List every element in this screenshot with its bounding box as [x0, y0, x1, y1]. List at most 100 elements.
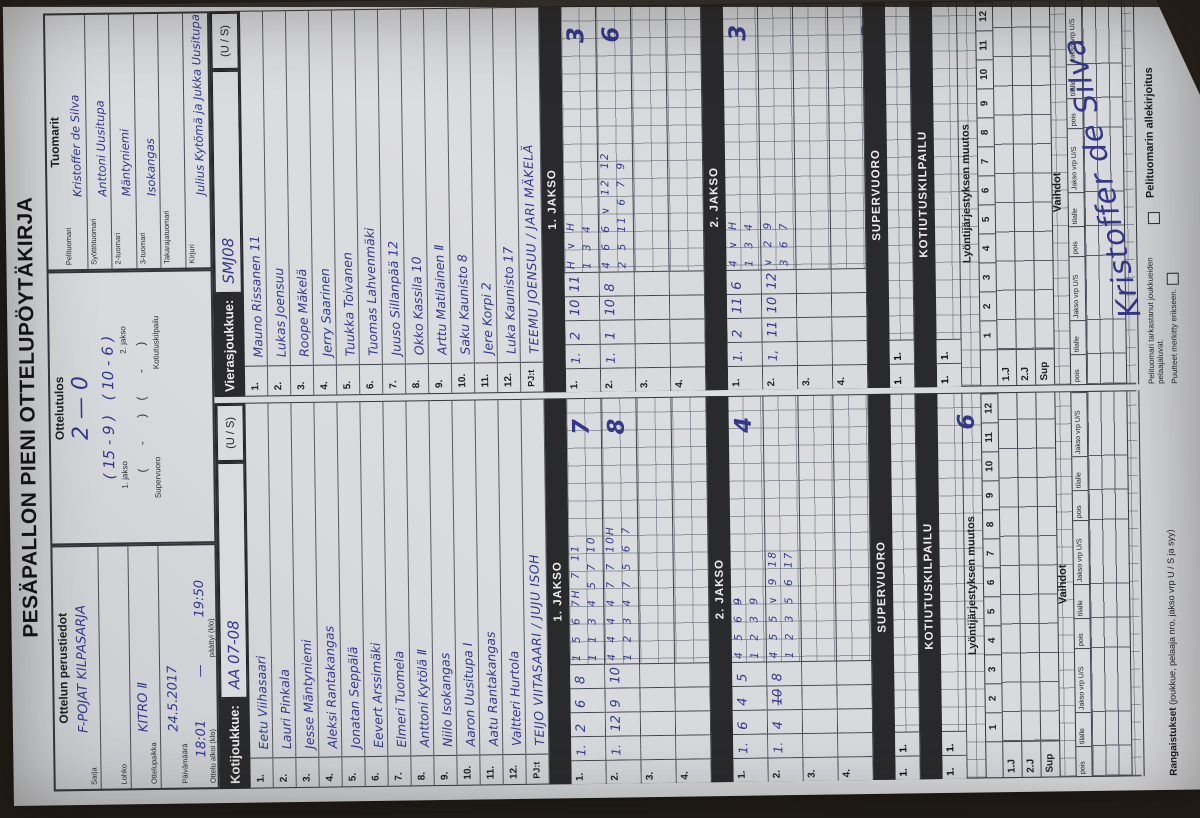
column-number: 7: [977, 146, 995, 176]
lineup-cell: 2: [570, 711, 606, 737]
score-top-line: 4 5 6 9̶: [732, 596, 746, 659]
score-row: 4.: [833, 394, 874, 781]
column-number: 5: [978, 204, 996, 234]
basic-info-row: Ottelupaikka KITRO Ⅱ: [128, 545, 162, 789]
rangaistukset-block: Rangaistukset (joukkue, pelaaja nro, jak…: [1138, 389, 1200, 777]
row-number: 1.: [733, 757, 768, 782]
lineup-cell: 2: [565, 319, 600, 345]
inning-mark: 1.: [889, 339, 914, 364]
row-number: 1.: [889, 363, 915, 388]
lineup-cell: [675, 662, 710, 687]
lineup-cell: 10: [605, 663, 640, 688]
lineup-cell: 1: [600, 319, 635, 344]
lineup-cell: [802, 708, 838, 733]
score-top-line: 4 4 4 4 7 7 10H: [604, 525, 619, 661]
umpire-row: 2-tuomari Mäntyniemi: [108, 14, 138, 269]
column-number: 10: [976, 59, 994, 89]
column-number: 5: [984, 596, 1001, 626]
inning-mark: [635, 342, 670, 368]
score-cells: [799, 453, 836, 661]
lineup-cell: 10: [564, 295, 600, 321]
score-bottom-line: 3 6 7: [777, 221, 791, 267]
jakso-label: Jakso vrp U/S: [1069, 256, 1086, 321]
player-number: 3.: [296, 756, 319, 788]
lineup-cell: 11: [564, 271, 599, 297]
score-row: 3.: [792, 2, 834, 390]
score-cells: [637, 455, 674, 663]
lineup-cell: [802, 660, 837, 685]
lineup-cell: [797, 316, 832, 342]
score-cells: 4 6 6 ∨ 12 12 2 5 11 6 7 9: [597, 63, 634, 271]
home-vaihdot-table: pois tilalle Jakso vrp U/S pois tilalle Jakso…: [1070, 390, 1133, 778]
pois-label: pois: [1069, 226, 1085, 257]
runs-total: 3: [725, 24, 752, 42]
rangaistukset-text: Rangaistukset (joukkue, pelaaja nro, jak…: [1139, 390, 1179, 776]
inning-mark: [832, 340, 867, 365]
row-number: 3.: [803, 756, 838, 781]
player-number: 11.: [474, 362, 498, 393]
column-number: 12: [981, 393, 998, 423]
column-number: 6: [983, 567, 1001, 597]
away-us-box: (U / S): [210, 12, 239, 70]
row-number: 1.: [942, 754, 967, 780]
score-row: 4.: [671, 396, 712, 783]
lineup-cell: 9: [605, 687, 640, 712]
lineup-cell: [802, 684, 837, 709]
field-value: F-POJAT KILPASARJA: [73, 604, 92, 734]
inning-mark: [641, 734, 676, 760]
inning-mark: 1.: [768, 732, 803, 758]
inning-mark: 1.: [565, 343, 600, 369]
column-number: 11: [976, 30, 993, 60]
rangaistukset-detail: (joukkue, pelaaja nro, jakso vrp U / S j…: [1165, 529, 1178, 708]
score-top-line: 1 5 6 7H 7 11: [569, 543, 584, 662]
inning-mark: 1.: [733, 733, 768, 758]
start-time-value: 18:01: [193, 719, 210, 758]
player-number: 2.: [273, 757, 296, 788]
lineup-cell: [831, 268, 866, 293]
inning-mark: 1.: [895, 731, 920, 756]
lineup-cell: [634, 294, 670, 320]
player-number: 11.: [480, 754, 503, 785]
lineup-cell: 4: [732, 685, 767, 710]
lineup-cell: [831, 292, 867, 317]
period1-label: 1. jakso: [120, 461, 130, 489]
lineup-cell: 12: [605, 711, 641, 736]
player-number: 1.: [250, 757, 273, 788]
time-dash: —: [193, 664, 209, 678]
final-score: 2 — 0: [68, 375, 94, 441]
score-row: 2. 1. 4 1̶0̶ 8 4 5 5 ∨ 9 18 1 2 3 5 6 17 …: [763, 395, 980, 782]
inning-mark: [803, 732, 838, 757]
home-us-box: (U / S): [216, 404, 245, 462]
score-row: 3.: [636, 396, 677, 784]
lineup-cell: [796, 268, 831, 294]
runs-total: [828, 2, 863, 60]
score-cells: 4 4 4 4 7 7 10H 1 2 3 4 7 5 6 7: [602, 455, 639, 663]
umpire-name: Julius Kytömä ja Jukka Uusitupa: [187, 14, 207, 196]
lineup-cell: [796, 292, 832, 318]
tilalle-label: tilalle: [1072, 455, 1088, 491]
inning-mark: 1.: [606, 735, 641, 760]
away-team-name: SMJ08: [211, 70, 242, 293]
runs-total: 4: [730, 416, 757, 433]
inning-mark: 1,: [762, 341, 797, 366]
column-number: 8: [977, 117, 994, 147]
column-number: 9: [977, 88, 994, 118]
lineup-cell: 12: [761, 269, 796, 294]
column-number: 2: [985, 683, 1002, 713]
home-team-label: Kotijoukkue:: [226, 705, 243, 785]
end-time-label: päättyi (klo): [206, 618, 216, 658]
runs-total: 7: [568, 418, 595, 436]
score-bottom-line: 2 5 11 6 7 9: [615, 160, 629, 269]
column-number: 10: [982, 451, 999, 481]
row-number: 2.: [768, 756, 803, 782]
runs-total: [671, 396, 706, 454]
row-label: 1.J: [997, 348, 1017, 386]
score-row: 2. 1, 11 10 12 ∨ 2 93 6 7 3: [757, 3, 884, 390]
player-number: 7.: [382, 363, 406, 394]
rangaistukset-label: Rangaistukset: [1167, 707, 1180, 776]
